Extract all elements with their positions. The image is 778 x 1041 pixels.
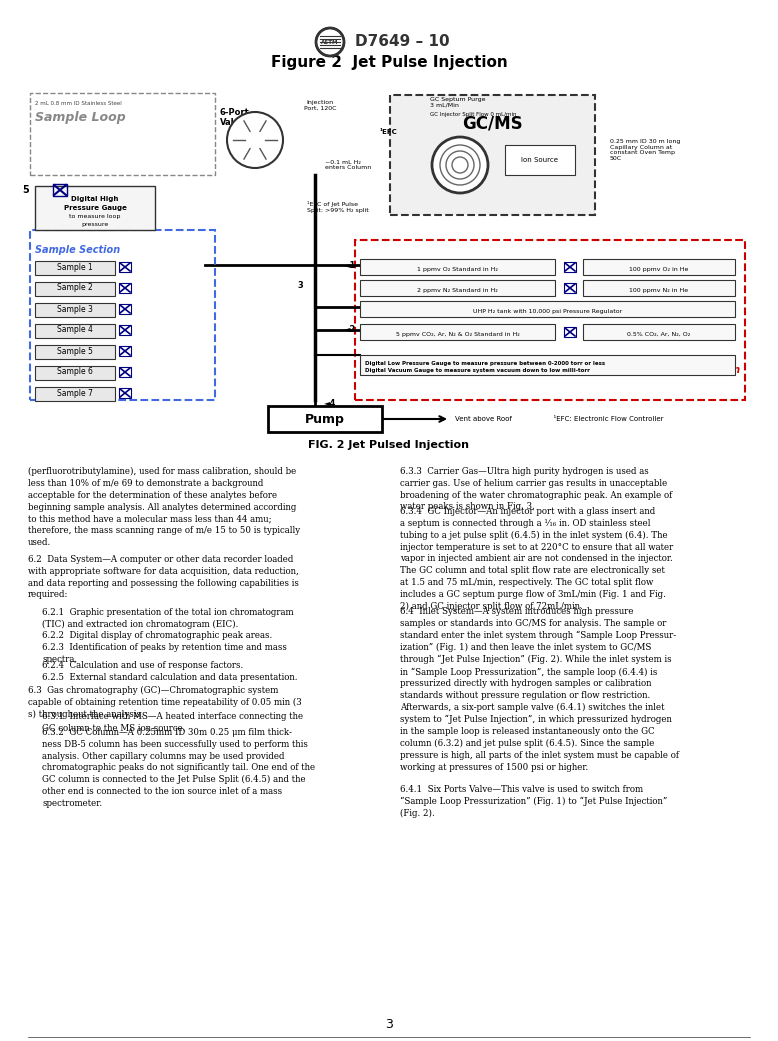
FancyBboxPatch shape [360, 301, 735, 318]
FancyBboxPatch shape [35, 282, 115, 296]
Text: Vent above Roof: Vent above Roof [455, 416, 512, 422]
Text: 2 ppmv N₂ Standard in H₂: 2 ppmv N₂ Standard in H₂ [417, 288, 498, 293]
Text: Pressure Gauge: Pressure Gauge [64, 205, 127, 211]
Text: 3: 3 [385, 1018, 393, 1032]
Text: Sample Section: Sample Section [35, 245, 121, 255]
Text: Standard Section: Standard Section [645, 365, 740, 375]
FancyBboxPatch shape [360, 280, 555, 296]
Text: GC/MS: GC/MS [462, 115, 523, 133]
Circle shape [432, 137, 488, 193]
FancyBboxPatch shape [390, 95, 595, 215]
Text: ◄4: ◄4 [324, 399, 336, 407]
Text: 6.2.5  External standard calculation and data presentation.: 6.2.5 External standard calculation and … [42, 672, 297, 682]
FancyBboxPatch shape [583, 280, 735, 296]
Text: D7649 – 10: D7649 – 10 [355, 34, 450, 50]
Text: 1 ppmv O₂ Standard in H₂: 1 ppmv O₂ Standard in H₂ [417, 266, 498, 272]
Text: 6.3.1  Interface with MS—A heated interface connecting the
GC column to the MS i: 6.3.1 Interface with MS—A heated interfa… [42, 712, 303, 733]
Text: Sample 1: Sample 1 [57, 262, 93, 272]
Text: Sample 3: Sample 3 [57, 305, 93, 313]
Text: GC Injector Split Flow 0 mL/min: GC Injector Split Flow 0 mL/min [430, 112, 517, 117]
Text: 2 mL 0.8 mm ID Stainless Steel: 2 mL 0.8 mm ID Stainless Steel [35, 101, 121, 106]
Text: 3: 3 [297, 280, 303, 289]
Text: Sample 6: Sample 6 [57, 367, 93, 377]
Text: 100 ppmv O₂ in He: 100 ppmv O₂ in He [629, 266, 689, 272]
Text: UHP H₂ tank with 10,000 psi Pressure Regulator: UHP H₂ tank with 10,000 psi Pressure Reg… [473, 309, 622, 314]
FancyBboxPatch shape [360, 355, 735, 375]
Text: GC Septum Purge
3 mL/Min: GC Septum Purge 3 mL/Min [430, 97, 485, 108]
Text: 6.4  Inlet System—A system introduces high pressure
samples or standards into GC: 6.4 Inlet System—A system introduces hig… [400, 607, 679, 771]
FancyBboxPatch shape [360, 259, 555, 275]
Text: Sample 7: Sample 7 [57, 388, 93, 398]
Text: 100 ppmv N₂ in He: 100 ppmv N₂ in He [629, 288, 689, 293]
Text: 0.5% CO₂, Ar, N₂, O₂: 0.5% CO₂, Ar, N₂, O₂ [627, 332, 691, 337]
FancyBboxPatch shape [360, 324, 555, 340]
Text: Sample 2: Sample 2 [57, 283, 93, 293]
Text: Digital Low Pressure Gauge to measure pressure between 0-2000 torr or less: Digital Low Pressure Gauge to measure pr… [365, 361, 605, 366]
Text: 6.2.3  Identification of peaks by retention time and mass
spectra.: 6.2.3 Identification of peaks by retenti… [42, 643, 287, 664]
Text: to measure loop: to measure loop [69, 214, 121, 219]
Text: ¹EFC of Jet Pulse
Split: >99% H₂ split: ¹EFC of Jet Pulse Split: >99% H₂ split [307, 201, 369, 213]
Text: ¹EFC: Electronic Flow Controller: ¹EFC: Electronic Flow Controller [540, 416, 664, 422]
FancyBboxPatch shape [35, 387, 115, 401]
FancyBboxPatch shape [35, 345, 115, 359]
FancyBboxPatch shape [268, 406, 382, 432]
Text: (perfluorotributylamine), used for mass calibration, should be
less than 10% of : (perfluorotributylamine), used for mass … [28, 467, 300, 547]
Text: ~0.1 mL H₂
enters Column: ~0.1 mL H₂ enters Column [325, 159, 371, 171]
Text: Sample 5: Sample 5 [57, 347, 93, 355]
Text: Sample Loop: Sample Loop [35, 111, 126, 124]
Text: ◄1: ◄1 [344, 260, 356, 270]
FancyBboxPatch shape [35, 303, 115, 318]
Text: Figure 2  Jet Pulse Injection: Figure 2 Jet Pulse Injection [271, 54, 507, 70]
Text: 6.2.2  Digital display of chromatographic peak areas.: 6.2.2 Digital display of chromatographic… [42, 631, 272, 640]
FancyBboxPatch shape [583, 324, 735, 340]
Text: 0.25 mm ID 30 m long
Capillary Column at
constant Oven Temp
50C: 0.25 mm ID 30 m long Capillary Column at… [610, 138, 681, 161]
Circle shape [227, 112, 283, 168]
FancyBboxPatch shape [505, 145, 575, 175]
Text: ¹EFC: ¹EFC [379, 129, 397, 135]
Text: 6.3.4  GC Injector—An injector port with a glass insert and
a septum is connecte: 6.3.4 GC Injector—An injector port with … [400, 507, 673, 611]
FancyBboxPatch shape [35, 261, 115, 275]
Text: Ion Source: Ion Source [521, 157, 559, 163]
Text: 6.2.4  Calculation and use of response factors.: 6.2.4 Calculation and use of response fa… [42, 661, 244, 670]
Text: ASTM: ASTM [321, 40, 338, 45]
Text: 6.4.1  Six Ports Valve—This valve is used to switch from
“Sample Loop Pressuriza: 6.4.1 Six Ports Valve—This valve is used… [400, 785, 668, 818]
Text: 6.3.2  GC Column—A 0.25mm ID 30m 0.25 μm film thick-
ness DB-5 column has been s: 6.3.2 GC Column—A 0.25mm ID 30m 0.25 μm … [42, 728, 315, 808]
Text: Valve: Valve [220, 118, 246, 127]
Text: pressure: pressure [82, 222, 109, 227]
FancyBboxPatch shape [583, 259, 735, 275]
Text: 6.2.1  Graphic presentation of the total ion chromatogram
(TIC) and extracted io: 6.2.1 Graphic presentation of the total … [42, 608, 293, 629]
FancyBboxPatch shape [35, 366, 115, 380]
Text: Injection
Port, 120C: Injection Port, 120C [303, 100, 336, 110]
FancyBboxPatch shape [35, 324, 115, 338]
Text: ◄2: ◄2 [344, 326, 356, 334]
Text: 6.3.3  Carrier Gas—Ultra high purity hydrogen is used as
carrier gas. Use of hel: 6.3.3 Carrier Gas—Ultra high purity hydr… [400, 467, 672, 511]
Text: 5: 5 [23, 185, 30, 195]
Text: Digital High: Digital High [72, 196, 119, 202]
FancyBboxPatch shape [35, 186, 155, 230]
Text: 6.3  Gas chromatography (GC)—Chromatographic system
capable of obtaining retenti: 6.3 Gas chromatography (GC)—Chromatograp… [28, 686, 302, 719]
Text: Sample 4: Sample 4 [57, 326, 93, 334]
Text: Digital Vacuum Gauge to measure system vacuum down to low milli-torr: Digital Vacuum Gauge to measure system v… [365, 369, 590, 373]
Text: 5 ppmv CO₂, Ar, N₂ & O₂ Standard in H₂: 5 ppmv CO₂, Ar, N₂ & O₂ Standard in H₂ [396, 332, 520, 337]
Text: 6-Port: 6-Port [220, 108, 250, 117]
Text: 6.2  Data System—A computer or other data recorder loaded
with appropriate softw: 6.2 Data System—A computer or other data… [28, 555, 299, 600]
Text: Pump: Pump [305, 412, 345, 426]
Text: FIG. 2 Jet Pulsed Injection: FIG. 2 Jet Pulsed Injection [309, 440, 469, 450]
